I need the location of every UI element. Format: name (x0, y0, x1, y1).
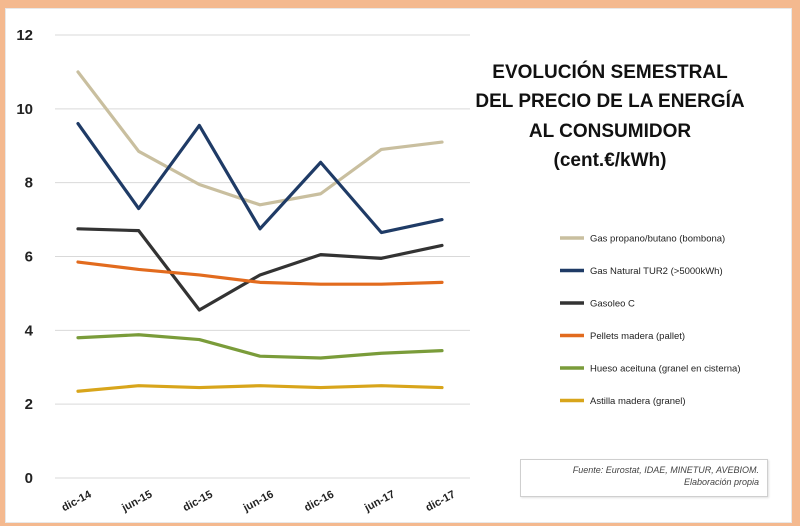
legend-label: Pellets madera (pallet) (590, 331, 685, 342)
y-tick-label: 10 (16, 101, 33, 118)
legend: Gas propano/butano (bombona) Gas Natural … (560, 234, 741, 407)
legend-label: Gas Natural TUR2 (>5000kWh) (590, 266, 723, 277)
title-line-3: AL CONSUMIDOR (528, 120, 692, 142)
series-line (76, 121, 444, 235)
series-line (76, 227, 444, 312)
series-lines (76, 70, 444, 393)
series-line (76, 70, 444, 207)
y-tick-label: 0 (25, 470, 33, 487)
legend-label: Gas propano/butano (bombona) (590, 234, 725, 245)
x-tick-label: dic-17 (424, 489, 458, 515)
legend-label: Gasoleo C (590, 299, 635, 310)
y-axis-ticks: 0 2 4 6 8 10 12 (16, 27, 33, 487)
x-axis-ticks: dic-14 jun-15 dic-15 jun-16 dic-16 jun-17 dic-… (60, 488, 458, 515)
x-tick-label: dic-16 (302, 489, 336, 515)
chart-panel (5, 8, 792, 523)
y-tick-label: 12 (16, 27, 33, 44)
source-line-1: Fuente: Eurostat, IDAE, MINETUR, AVEBIOM… (572, 465, 759, 475)
legend-label: Hueso aceituna (granel en cisterna) (590, 364, 741, 375)
source-line-2: Elaboración propia (683, 477, 759, 488)
gridlines (55, 34, 470, 479)
x-tick-label: jun-17 (362, 488, 397, 514)
y-tick-label: 2 (25, 396, 33, 413)
x-tick-label: jun-15 (119, 488, 154, 514)
source-note: Fuente: Eurostat, IDAE, MINETUR, AVEBIOM… (520, 459, 768, 497)
title-line-1: EVOLUCIÓN SEMESTRAL (492, 62, 728, 83)
series-line (76, 384, 444, 393)
x-tick-label: dic-14 (60, 488, 94, 514)
title-line-2: DEL PRECIO DE LA ENERGÍA (475, 91, 745, 113)
series-line (76, 260, 444, 286)
y-tick-label: 4 (25, 322, 34, 339)
y-tick-label: 6 (25, 249, 33, 266)
title-line-4: (cent.€/kWh) (553, 150, 667, 172)
chart-title: EVOLUCIÓN SEMESTRAL DEL PRECIO DE LA ENE… (455, 58, 765, 176)
y-tick-label: 8 (25, 175, 33, 192)
x-tick-label: jun-16 (241, 488, 276, 514)
series-line (76, 333, 444, 360)
legend-label: Astilla madera (granel) (590, 396, 686, 407)
x-tick-label: dic-15 (181, 489, 215, 515)
